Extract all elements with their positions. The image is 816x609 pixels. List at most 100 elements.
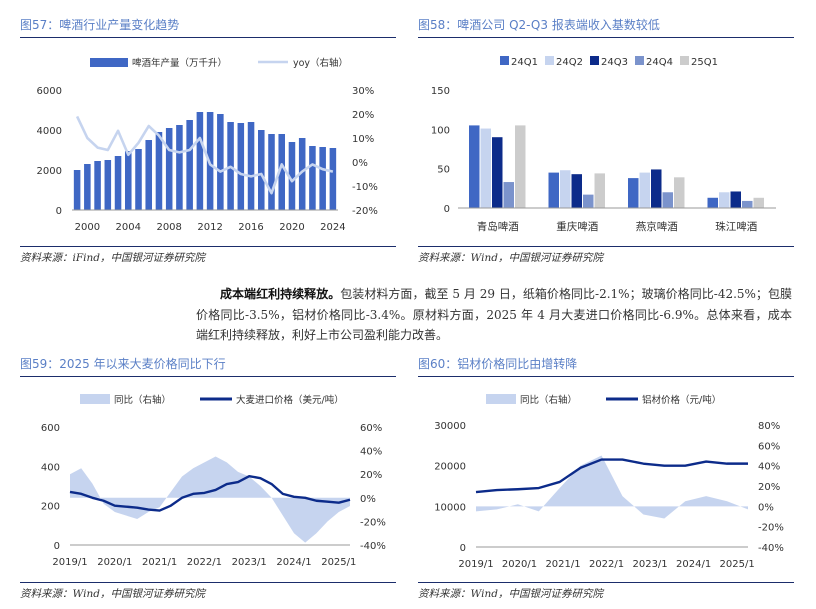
bar-output bbox=[319, 147, 326, 210]
fig60-source: 资料来源：Wind，中国银河证券研究院 bbox=[418, 588, 603, 600]
bar-output bbox=[176, 125, 183, 210]
line-aluminum-price bbox=[475, 458, 748, 494]
fig57-top-rule bbox=[20, 37, 396, 38]
bar-24Q2 bbox=[560, 170, 571, 208]
x-tick-label: 2020 bbox=[279, 222, 304, 233]
y-tick-label: 50 bbox=[437, 165, 450, 176]
x-tick-label: 2012 bbox=[197, 222, 222, 233]
x-tick-label: 2020/1 bbox=[97, 557, 132, 568]
y-right-tick-label: 0% bbox=[360, 494, 376, 505]
chart-aluminum-price: 同比（右轴） 铝材价格（元/吨） 0 10000 20000 30000 -40% -20% 0… bbox=[434, 394, 784, 570]
paragraph-text: 包装材料方面，截至 5 月 29 日，纸箱价格同比-2.1%；玻璃价格同比-42… bbox=[196, 287, 792, 342]
bar-output bbox=[84, 164, 91, 210]
x-tick-label: 2021/1 bbox=[545, 559, 580, 570]
bar-output bbox=[309, 146, 316, 210]
y-right-tick-label: -20% bbox=[758, 523, 784, 534]
legend-swatch-24Q1 bbox=[500, 56, 509, 65]
y-right-tick-label: 20% bbox=[758, 482, 780, 493]
legend-label-24Q1: 24Q1 bbox=[511, 57, 538, 68]
chart-barley-price: 同比（右轴） 大麦进口价格（美元/吨） 0 200 400 600 -40% -20% 0% 20… bbox=[41, 394, 386, 568]
bar-output bbox=[94, 161, 101, 210]
bar-output bbox=[155, 132, 163, 210]
legend-label-24Q3: 24Q3 bbox=[601, 57, 628, 68]
x-tick-label: 2024/1 bbox=[276, 557, 311, 568]
x-tick-label: 2008 bbox=[156, 222, 181, 233]
bar-output bbox=[257, 130, 265, 210]
bar-output bbox=[237, 123, 245, 210]
x-tick-label: 2019/1 bbox=[52, 557, 87, 568]
bar-25Q1 bbox=[753, 197, 764, 208]
category-label: 青岛啤酒 bbox=[477, 220, 519, 233]
y-left-tick-label: 20000 bbox=[434, 462, 466, 473]
legend-label-yoy: yoy（右轴） bbox=[293, 57, 348, 69]
bar-25Q1 bbox=[674, 177, 685, 208]
fig59-title: 图59：2025 年以来大麦价格同比下行 bbox=[20, 357, 226, 371]
chart-revenue-base: 24Q1 24Q2 24Q3 24Q4 25Q1 0 50 100 150 青岛啤酒 重庆啤酒 燕京啤… bbox=[431, 56, 776, 233]
y-right-tick-label: 0% bbox=[352, 158, 368, 169]
x-tick-label: 2023/1 bbox=[232, 557, 267, 568]
legend-label-yoy: 同比（右轴） bbox=[114, 394, 171, 406]
y-left-tick-label: 0 bbox=[54, 541, 60, 552]
fig58-top-rule bbox=[418, 37, 794, 38]
fig58-bottom-rule bbox=[418, 246, 794, 247]
bar-output bbox=[288, 142, 296, 210]
y-right-tick-label: -20% bbox=[360, 517, 386, 528]
x-tick-label: 2022/1 bbox=[187, 557, 222, 568]
y-left-tick-label: 4000 bbox=[37, 126, 62, 137]
x-tick-label: 2024/1 bbox=[676, 559, 711, 570]
line-barley-price bbox=[69, 474, 351, 512]
line-yoy bbox=[75, 115, 334, 195]
bar-output bbox=[165, 128, 173, 210]
bar-24Q2 bbox=[639, 172, 650, 208]
fig60-bottom-rule bbox=[418, 582, 794, 583]
bar-24Q3 bbox=[730, 191, 741, 208]
category-label: 珠江啤酒 bbox=[715, 220, 757, 233]
legend-label-aluminum-price: 铝材价格（元/吨） bbox=[642, 394, 721, 406]
y-right-tick-label: 20% bbox=[352, 110, 374, 121]
bar-output bbox=[268, 134, 275, 210]
x-tick-label: 2000 bbox=[75, 222, 100, 233]
bar-output bbox=[247, 122, 255, 210]
y-right-tick-label: 30% bbox=[352, 86, 374, 97]
bar-24Q2 bbox=[719, 192, 730, 208]
legend-swatch-24Q2 bbox=[545, 56, 554, 65]
x-tick-label: 2022/1 bbox=[589, 559, 624, 570]
y-left-tick-label: 0 bbox=[56, 206, 62, 217]
x-tick-label: 2025/1 bbox=[321, 557, 356, 568]
bar-24Q4 bbox=[662, 192, 673, 208]
category-label: 燕京啤酒 bbox=[636, 220, 678, 233]
fig57-bottom-rule bbox=[20, 246, 396, 247]
legend-label-barley-price: 大麦进口价格（美元/吨） bbox=[236, 394, 344, 406]
bar-output bbox=[186, 120, 193, 210]
paragraph-lead: 成本端红利持续释放。 bbox=[220, 287, 341, 301]
x-tick-label: 2004 bbox=[116, 222, 141, 233]
bar-output bbox=[135, 149, 142, 210]
bar-24Q4 bbox=[583, 194, 594, 208]
bar-25Q1 bbox=[515, 125, 526, 208]
bar-24Q1 bbox=[548, 172, 559, 208]
x-tick-label: 2021/1 bbox=[142, 557, 177, 568]
fig57-source: 资料来源：iFind，中国银河证券研究院 bbox=[20, 252, 205, 264]
x-tick-label: 2023/1 bbox=[632, 559, 667, 570]
y-tick-label: 100 bbox=[431, 125, 450, 136]
y-left-tick-label: 2000 bbox=[37, 166, 62, 177]
bar-24Q3 bbox=[492, 137, 503, 208]
y-right-tick-label: 60% bbox=[758, 441, 780, 452]
y-left-tick-label: 600 bbox=[41, 423, 60, 434]
bar-output bbox=[145, 140, 153, 210]
bar-output bbox=[329, 148, 337, 210]
legend-swatch-output bbox=[90, 58, 128, 67]
legend-label-output: 啤酒年产量（万千升） bbox=[132, 57, 227, 69]
y-tick-label: 0 bbox=[444, 204, 450, 215]
bar-24Q3 bbox=[651, 169, 662, 208]
legend-swatch-25Q1 bbox=[680, 56, 689, 65]
y-right-tick-label: -40% bbox=[758, 543, 784, 554]
x-tick-label: 2020/1 bbox=[502, 559, 537, 570]
legend-label-yoy: 同比（右轴） bbox=[520, 394, 577, 406]
bar-output bbox=[196, 112, 204, 210]
fig60-top-rule bbox=[418, 376, 794, 377]
fig59-source: 资料来源：Wind，中国银河证券研究院 bbox=[20, 588, 205, 600]
y-left-tick-label: 200 bbox=[41, 502, 60, 513]
fig60-title: 图60：铝材价格同比由增转降 bbox=[418, 357, 578, 371]
category-label: 重庆啤酒 bbox=[556, 220, 598, 233]
